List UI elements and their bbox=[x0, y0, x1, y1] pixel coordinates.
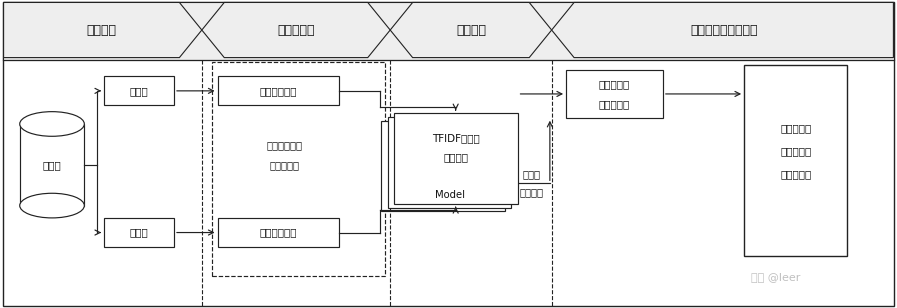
Polygon shape bbox=[4, 2, 202, 58]
Text: 测试集: 测试集 bbox=[130, 228, 148, 237]
Text: 数据源: 数据源 bbox=[43, 160, 61, 170]
Text: 数据预处理: 数据预处理 bbox=[277, 23, 315, 37]
Text: 测试集数据: 测试集数据 bbox=[780, 123, 811, 133]
FancyBboxPatch shape bbox=[104, 218, 174, 247]
Text: Model: Model bbox=[435, 190, 466, 201]
Text: 建立分类器: 建立分类器 bbox=[599, 99, 630, 109]
FancyBboxPatch shape bbox=[745, 65, 847, 256]
FancyBboxPatch shape bbox=[381, 121, 505, 212]
Text: 去除停用词: 去除停用词 bbox=[269, 160, 300, 170]
Ellipse shape bbox=[20, 193, 84, 218]
Text: 特征建立: 特征建立 bbox=[456, 23, 486, 37]
FancyBboxPatch shape bbox=[3, 2, 894, 60]
Text: 数据分类: 数据分类 bbox=[86, 23, 116, 37]
Text: 分类与分类: 分类与分类 bbox=[780, 146, 811, 156]
Text: 知乎 @leer: 知乎 @leer bbox=[751, 272, 801, 282]
Text: 文本分类与模式评价: 文本分类与模式评价 bbox=[691, 23, 758, 37]
Ellipse shape bbox=[20, 112, 84, 136]
FancyBboxPatch shape bbox=[217, 218, 339, 247]
Text: 文本分词处理: 文本分词处理 bbox=[259, 86, 297, 96]
Text: 训练集: 训练集 bbox=[130, 86, 148, 96]
Text: 文本分词处理: 文本分词处理 bbox=[259, 228, 297, 237]
FancyBboxPatch shape bbox=[566, 70, 663, 118]
FancyBboxPatch shape bbox=[394, 113, 518, 204]
FancyBboxPatch shape bbox=[20, 124, 84, 206]
Text: 训练集数据: 训练集数据 bbox=[599, 79, 630, 89]
FancyBboxPatch shape bbox=[212, 62, 385, 276]
FancyBboxPatch shape bbox=[217, 76, 339, 105]
Text: 准确度评价: 准确度评价 bbox=[780, 169, 811, 179]
Text: 空间向量: 空间向量 bbox=[443, 152, 468, 162]
Text: 测试集: 测试集 bbox=[523, 169, 541, 179]
Polygon shape bbox=[202, 2, 390, 58]
Text: 建立词料库，: 建立词料库， bbox=[266, 140, 302, 150]
Text: TFIDF计算词: TFIDF计算词 bbox=[431, 134, 480, 144]
Text: 数据输入: 数据输入 bbox=[520, 188, 544, 197]
Polygon shape bbox=[390, 2, 552, 58]
FancyBboxPatch shape bbox=[388, 117, 511, 208]
Polygon shape bbox=[552, 2, 893, 58]
FancyBboxPatch shape bbox=[104, 76, 174, 105]
